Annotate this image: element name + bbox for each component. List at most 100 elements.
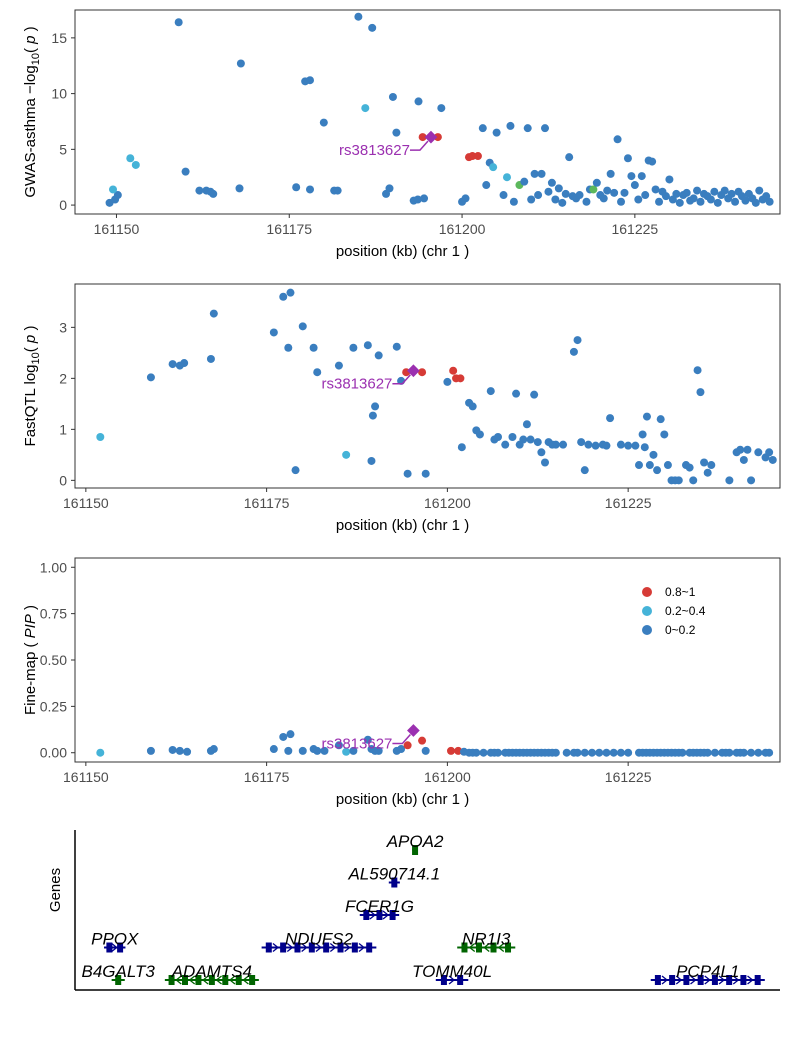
snp-point <box>534 191 543 200</box>
gene-exon <box>754 975 761 985</box>
snp-point <box>696 197 705 206</box>
snp-point <box>689 194 698 203</box>
legend-label: 0.8~1 <box>665 585 696 599</box>
snp-point <box>630 181 639 190</box>
snp-point <box>334 741 343 750</box>
y-axis-label-part: ( <box>22 343 39 352</box>
snp-point <box>634 195 643 204</box>
snp-point <box>565 153 574 162</box>
snp-point <box>551 440 560 449</box>
snp-point <box>433 133 442 142</box>
y-axis-label-part: FastQTL log <box>22 364 39 446</box>
gene-label: TOMM40L <box>412 962 492 981</box>
gene-label: PPOX <box>91 930 139 949</box>
snp-point <box>741 196 750 205</box>
gwas-panel: 161150 161175 161200 161225 0 5 10 15 position (… <box>22 9 781 260</box>
snp-point <box>725 748 734 757</box>
x-tick-label: 161225 <box>605 495 652 511</box>
snp-point <box>720 186 729 195</box>
snp-point <box>286 288 295 297</box>
strand-arrow <box>704 975 711 985</box>
snp-point <box>739 455 748 464</box>
snp-point <box>269 328 278 337</box>
snp-point <box>437 104 446 113</box>
gene-exon <box>654 975 661 985</box>
strand-arrow <box>468 942 476 953</box>
snp-point <box>461 194 470 203</box>
snp-point <box>269 745 278 754</box>
snp-point <box>286 730 295 739</box>
snp-point <box>696 388 705 397</box>
snp-point <box>146 746 155 755</box>
y-axis-label-part: ) <box>22 605 39 614</box>
y-tick-label: 1.00 <box>40 559 67 575</box>
gene-exon <box>461 942 468 953</box>
snp-point <box>665 175 674 184</box>
strand-arrow <box>448 975 456 985</box>
y-axis-label-part: ) <box>22 26 39 35</box>
gene-exon <box>683 975 690 985</box>
snp-point <box>533 438 542 447</box>
snp-point <box>313 368 322 377</box>
snp-point <box>707 461 716 470</box>
snp-point <box>146 373 155 382</box>
snp-point <box>96 433 105 441</box>
snp-point <box>573 336 582 345</box>
snp-point <box>755 186 764 195</box>
snp-point <box>388 92 397 101</box>
gene-exon <box>323 942 330 953</box>
lead-snp-connector <box>392 733 411 745</box>
snp-point <box>754 748 763 757</box>
snp-point <box>731 197 740 206</box>
gene-exon <box>351 942 358 953</box>
snp-point <box>537 169 546 178</box>
snp-point <box>648 157 657 166</box>
snp-point <box>599 194 608 203</box>
gene-exon <box>505 942 512 953</box>
snp-point <box>751 198 760 207</box>
x-tick-label: 161150 <box>63 495 109 511</box>
snp-point <box>624 748 633 757</box>
snp-point <box>554 184 563 193</box>
snp-point <box>693 366 702 375</box>
legend-key <box>642 625 652 635</box>
gene-exon <box>115 975 122 985</box>
snp-point <box>541 458 549 467</box>
snp-point <box>126 154 135 163</box>
snp-point <box>591 441 600 450</box>
lead-snp-connector <box>392 374 411 385</box>
snp-point <box>473 152 482 161</box>
snp-point <box>279 292 288 301</box>
gene-exon <box>366 942 373 953</box>
gene-label: ADAMTS4 <box>171 962 252 981</box>
lead-snp-label: rs3813627 <box>339 142 410 159</box>
gene-exon <box>475 942 482 953</box>
gene-exon <box>168 975 175 985</box>
strand-arrow <box>382 910 390 920</box>
strand-arrow <box>111 942 118 953</box>
gene-track-label: Genes <box>47 868 64 912</box>
strand-arrow <box>215 975 222 985</box>
snp-point <box>349 343 358 352</box>
snp-point <box>368 411 377 420</box>
strand-arrow <box>483 942 490 953</box>
x-tick-label: 161175 <box>244 495 290 511</box>
snp-point <box>580 748 589 757</box>
snp-point <box>656 415 665 424</box>
snp-point <box>561 189 570 198</box>
y-tick-label: 3 <box>59 319 67 335</box>
snp-point <box>363 341 372 350</box>
snp-point <box>385 184 394 193</box>
gene-exon <box>363 910 370 920</box>
snp-point <box>342 450 351 459</box>
gene-exon <box>208 975 215 985</box>
gene-exon <box>726 975 733 985</box>
snp-point <box>449 366 458 375</box>
snp-point <box>519 435 528 444</box>
gene-exon <box>697 975 704 985</box>
snp-point <box>494 433 502 441</box>
snp-point <box>623 154 632 163</box>
snp-point <box>602 441 611 450</box>
snp-point <box>613 135 622 144</box>
gene-exon <box>195 975 202 985</box>
